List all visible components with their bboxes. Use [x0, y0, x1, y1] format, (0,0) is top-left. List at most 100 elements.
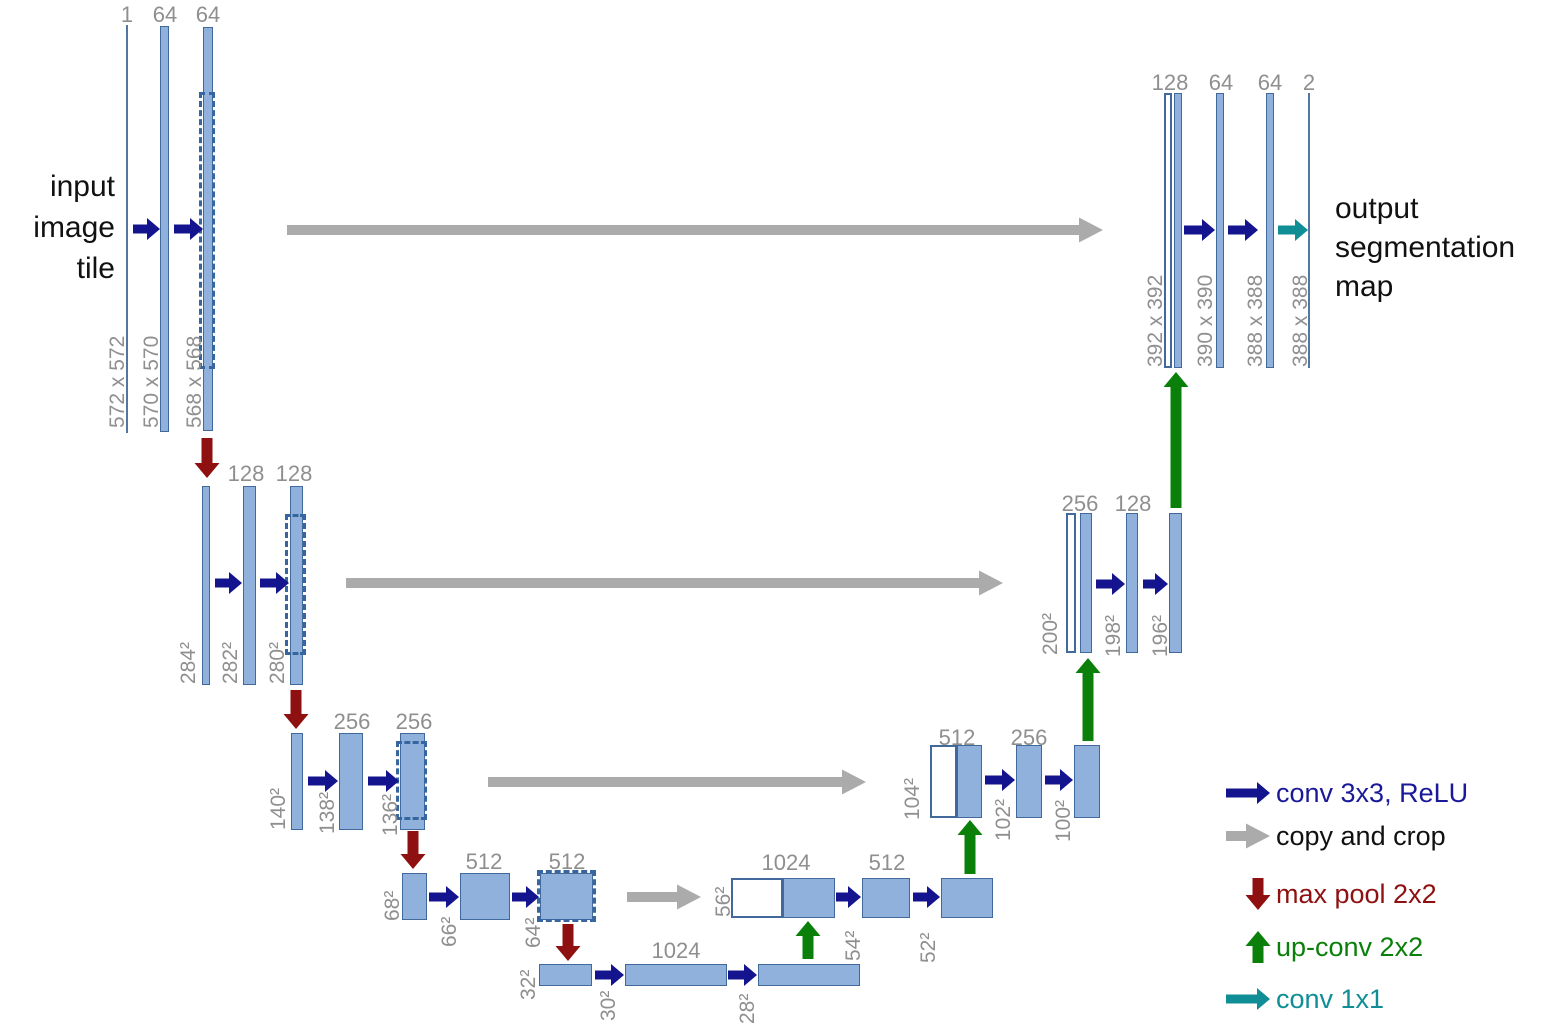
copy-crop-arrow [627, 884, 701, 910]
conv-3x3-arrow [368, 770, 399, 792]
feature-size-label: 570 x 570 [140, 335, 163, 428]
feature-size-label: 572 x 572 [106, 335, 129, 428]
feature-size-label: 102² [992, 798, 1015, 841]
feature-map-bar [941, 878, 993, 918]
feature-map-bar [400, 733, 425, 830]
feature-size-label: 28² [736, 993, 759, 1024]
feature-size-label: 66² [438, 916, 461, 947]
conv-1x1-arrow [1278, 219, 1308, 241]
upsampled-feature-bar [1164, 93, 1172, 368]
feature-size-label: 282² [219, 641, 242, 684]
channel-count-label: 512 [548, 849, 586, 874]
conv-3x3-arrow [913, 886, 940, 908]
feature-size-label: 392 x 392 [1144, 274, 1167, 367]
legend-label: up-conv 2x2 [1276, 931, 1424, 962]
max-pool-arrow [1245, 878, 1271, 910]
channel-count-label: 512 [868, 850, 906, 875]
upsampled-feature-bar [731, 878, 783, 918]
feature-size-label: 138² [316, 791, 339, 834]
feature-map-bar [202, 486, 210, 685]
channel-count-label: 256 [1061, 491, 1099, 516]
conv-3x3-arrow [1143, 573, 1168, 595]
feature-size-label: 568 x 568 [183, 335, 206, 428]
feature-size-label: 56² [712, 886, 735, 917]
crop-region-overlay [537, 870, 596, 922]
legend-up-conv-arrow-icon [1245, 931, 1271, 963]
max-pool-arrow [400, 831, 426, 869]
channel-count-label: 128 [227, 461, 265, 486]
legend-label: conv 1x1 [1276, 983, 1385, 1014]
conv-1x1-arrow [1226, 988, 1270, 1010]
feature-map-bar [1174, 93, 1182, 368]
feature-map-bar [460, 873, 510, 920]
legend-conv-3x3-arrow-icon [1226, 782, 1270, 804]
feature-size-label: 104² [901, 777, 924, 820]
feature-map-bar [783, 878, 835, 918]
legend-item: max pool 2x2 [1212, 876, 1437, 912]
copy-crop-arrow [1226, 823, 1270, 849]
conv-3x3-arrow [836, 886, 861, 908]
channel-count-label: 2 [1302, 70, 1316, 95]
single-channel-line [126, 25, 128, 433]
feature-size-label: 198² [1102, 614, 1125, 657]
feature-map-bar [758, 964, 860, 986]
conv-3x3-arrow [1226, 782, 1270, 804]
max-pool-arrow [283, 690, 309, 729]
feature-map-bar [290, 486, 303, 685]
feature-map-bar [339, 733, 363, 830]
legend-label: max pool 2x2 [1276, 878, 1437, 909]
conv-3x3-arrow [595, 964, 624, 986]
feature-size-label: 68² [381, 890, 404, 921]
conv-3x3-arrow [260, 572, 289, 594]
channel-count-label: 256 [333, 709, 371, 734]
feature-map-bar [1169, 513, 1182, 653]
legend-label: copy and crop [1276, 820, 1446, 851]
feature-size-label: 136² [379, 793, 402, 836]
channel-count-label: 1024 [651, 938, 701, 963]
channel-count-label: 128 [275, 461, 313, 486]
channel-count-label: 512 [465, 849, 503, 874]
feature-size-label: 280² [266, 641, 289, 684]
feature-map-bar [862, 878, 910, 918]
conv-3x3-arrow [1045, 769, 1073, 791]
legend-max-pool-arrow-icon [1245, 878, 1271, 910]
feature-map-bar [1074, 745, 1100, 818]
title-line: segmentation [1335, 231, 1516, 264]
conv-3x3-arrow [1228, 219, 1258, 241]
feature-map-bar [243, 486, 256, 685]
up-conv-arrow [795, 921, 821, 959]
feature-size-label: 54² [842, 930, 865, 961]
feature-map-bar [1266, 93, 1274, 368]
conv-3x3-arrow [174, 218, 203, 240]
feature-map-bar [957, 745, 982, 818]
feature-map-bar [291, 733, 303, 830]
legend-item: copy and crop [1212, 818, 1446, 854]
max-pool-arrow [194, 438, 220, 478]
channel-count-label: 64 [1208, 70, 1234, 95]
title-line: tile [76, 252, 115, 285]
feature-size-label: 64² [522, 917, 545, 948]
conv-3x3-arrow [512, 886, 539, 908]
copy-crop-arrow [346, 570, 1003, 596]
channel-count-label: 64 [195, 2, 221, 27]
channel-count-label: 64 [1257, 70, 1283, 95]
title-line: image [33, 211, 115, 244]
feature-size-label: 388 x 388 [1244, 274, 1267, 367]
feature-map-bar [625, 964, 727, 986]
upsampled-feature-bar [930, 745, 957, 818]
channel-count-label: 128 [1151, 70, 1189, 95]
single-channel-line [1308, 93, 1310, 368]
legend-item: conv 3x3, ReLU [1212, 775, 1468, 811]
max-pool-arrow [555, 924, 581, 961]
up-conv-arrow [1245, 931, 1271, 963]
title-line: input [49, 170, 115, 203]
conv-3x3-arrow [429, 886, 459, 908]
feature-size-label: 32² [517, 969, 540, 1000]
feature-size-label: 52² [917, 932, 940, 963]
input-image-tile-label: input image tile [10, 166, 115, 289]
copy-crop-arrow [488, 769, 866, 795]
legend-label: conv 3x3, ReLU [1276, 777, 1469, 808]
up-conv-arrow [957, 820, 983, 874]
feature-map-bar [1016, 745, 1042, 818]
